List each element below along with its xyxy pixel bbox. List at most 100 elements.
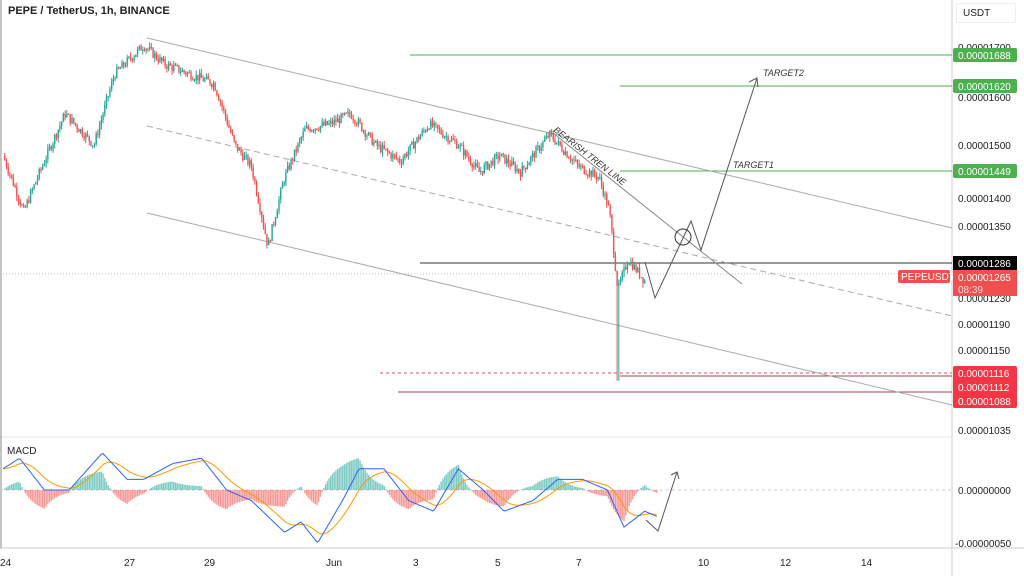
candle	[335, 119, 337, 123]
histogram-bar	[485, 490, 487, 502]
candle	[124, 65, 127, 67]
candle	[590, 170, 592, 177]
histogram-bar	[292, 490, 294, 494]
candle	[145, 48, 147, 51]
histogram-bar	[581, 487, 584, 490]
histogram-bar	[490, 490, 492, 504]
tag-1265: 0.00001265	[958, 273, 1011, 284]
candle	[402, 158, 404, 164]
histogram-bar	[647, 488, 649, 490]
histogram-bar	[628, 490, 630, 507]
projection-path[interactable]	[644, 77, 758, 300]
histogram-bar	[185, 484, 187, 490]
candle	[297, 143, 299, 152]
histogram-bar	[112, 490, 115, 494]
histogram-bar	[14, 482, 16, 490]
tag-1449: 0.00001449	[958, 167, 1011, 178]
histogram-bar	[619, 490, 622, 519]
histogram-bar	[437, 488, 439, 490]
candle	[600, 177, 603, 186]
histogram-bar	[83, 477, 85, 490]
histogram-bar	[466, 484, 468, 490]
candle	[129, 56, 132, 59]
candle	[209, 79, 211, 85]
candle	[35, 182, 37, 185]
candle	[426, 128, 429, 132]
time-axis[interactable]: 24 27 29 Jun 3 5 7 10 12 14	[0, 558, 873, 569]
histogram-bar	[131, 490, 134, 500]
histogram-bar	[630, 490, 632, 503]
histogram-bar	[369, 476, 372, 490]
candle	[440, 129, 442, 134]
candle	[216, 90, 218, 95]
candle	[588, 170, 591, 176]
candle	[19, 200, 21, 205]
histogram-bar	[364, 470, 366, 490]
histogram-bar	[192, 485, 194, 490]
candle	[469, 159, 472, 165]
histogram-bar	[333, 472, 335, 490]
histogram-bar	[493, 490, 496, 505]
histogram-bar	[621, 490, 623, 520]
histogram-bar	[173, 481, 175, 490]
histogram-bar	[445, 474, 448, 490]
candle	[254, 177, 256, 182]
candle	[519, 171, 522, 177]
candle	[357, 119, 360, 125]
histogram-bar	[564, 482, 567, 490]
candle	[445, 136, 448, 138]
candle	[293, 149, 296, 161]
bearish-trend-line[interactable]	[552, 132, 743, 285]
histogram-bar	[495, 490, 498, 506]
candle	[635, 264, 637, 272]
candle	[55, 134, 58, 138]
histogram-bar	[442, 478, 444, 490]
candle	[314, 128, 316, 131]
histogram-bar	[597, 490, 599, 495]
time-tick: 29	[204, 558, 216, 569]
histogram-bar	[280, 490, 282, 507]
histogram-bar	[107, 485, 109, 490]
currency-selector[interactable]: USDT	[956, 3, 1016, 23]
candle	[343, 112, 346, 115]
histogram-bar	[95, 472, 97, 490]
candle	[316, 128, 318, 130]
histogram-bar	[41, 490, 44, 508]
macd-projection-path[interactable]	[645, 471, 678, 532]
candle	[626, 264, 629, 270]
candle	[200, 73, 203, 78]
breakout-circle[interactable]	[674, 228, 692, 246]
candle	[457, 147, 460, 149]
candle	[155, 53, 158, 60]
candle	[393, 154, 396, 156]
histogram-bar	[618, 490, 620, 517]
candle	[79, 129, 82, 132]
histogram-bar	[390, 490, 392, 498]
histogram-bar	[345, 463, 347, 490]
price-axis[interactable]: 0.00001700 0.00001600 0.00001500 0.00001…	[955, 43, 1012, 550]
candle	[485, 162, 487, 166]
histogram-bar	[235, 490, 237, 504]
candle	[381, 145, 384, 153]
channel-mid-line[interactable]	[146, 125, 953, 317]
candle	[447, 136, 449, 143]
channel-lower-line[interactable]	[146, 212, 953, 406]
histogram-bar	[504, 490, 506, 505]
candle	[468, 156, 470, 160]
candle	[449, 141, 451, 143]
histogram-bar	[644, 485, 646, 490]
candle	[28, 200, 30, 203]
candle	[464, 150, 466, 156]
histogram-bar	[197, 485, 199, 490]
candle	[454, 139, 456, 142]
histogram-bar	[424, 490, 427, 501]
candle	[104, 104, 106, 115]
histogram-bar	[119, 490, 121, 500]
histogram-bar	[371, 478, 373, 490]
histogram-bar	[261, 490, 263, 504]
histogram-bar	[290, 490, 292, 496]
price-tick: 0.00001150	[958, 346, 1011, 357]
candle	[138, 45, 140, 49]
histogram-bar	[430, 490, 432, 500]
